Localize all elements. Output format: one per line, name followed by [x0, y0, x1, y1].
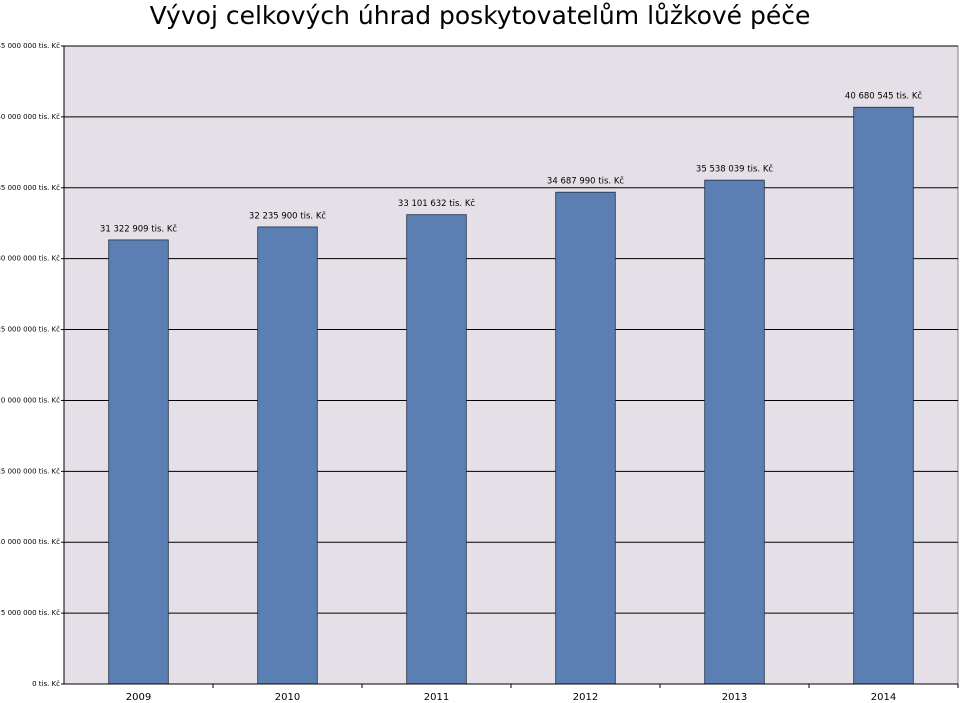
value-label: 31 322 909 tis. Kč [100, 223, 177, 234]
x-tick-label: 2012 [573, 692, 598, 703]
plot-area [63, 45, 959, 685]
value-label: 35 538 039 tis. Kč [696, 164, 773, 175]
value-label: 40 680 545 tis. Kč [845, 91, 922, 102]
value-label: 32 235 900 tis. Kč [249, 210, 326, 221]
x-tick-label: 2011 [424, 692, 449, 703]
bar [853, 106, 914, 685]
x-tick-label: 2013 [722, 692, 747, 703]
x-tick-label: 2014 [871, 692, 896, 703]
y-tick-label: 20 000 000 tis. Kč [0, 396, 60, 404]
y-tick-label: 35 000 000 tis. Kč [0, 184, 60, 192]
x-tick-label: 2010 [275, 692, 300, 703]
y-tick-label: 15 000 000 tis. Kč [0, 467, 60, 475]
bar [555, 191, 616, 685]
bar [108, 239, 169, 685]
y-tick-label: 10 000 000 tis. Kč [0, 538, 60, 546]
y-tick-label: 30 000 000 tis. Kč [0, 255, 60, 263]
y-tick-label: 45 000 000 tis. Kč [0, 42, 60, 50]
y-tick-label: 5 000 000 tis. Kč [1, 609, 60, 617]
bar [406, 214, 467, 685]
value-label: 33 101 632 tis. Kč [398, 198, 475, 209]
y-tick-label: 25 000 000 tis. Kč [0, 326, 60, 334]
bar [704, 179, 765, 685]
y-tick-label: 0 tis. Kč [32, 680, 60, 688]
x-tick-label: 2009 [126, 692, 151, 703]
y-tick-label: 40 000 000 tis. Kč [0, 113, 60, 121]
bar [257, 226, 318, 685]
chart-title: Vývoj celkových úhrad poskytovatelům lůž… [150, 1, 811, 30]
value-label: 34 687 990 tis. Kč [547, 176, 624, 187]
